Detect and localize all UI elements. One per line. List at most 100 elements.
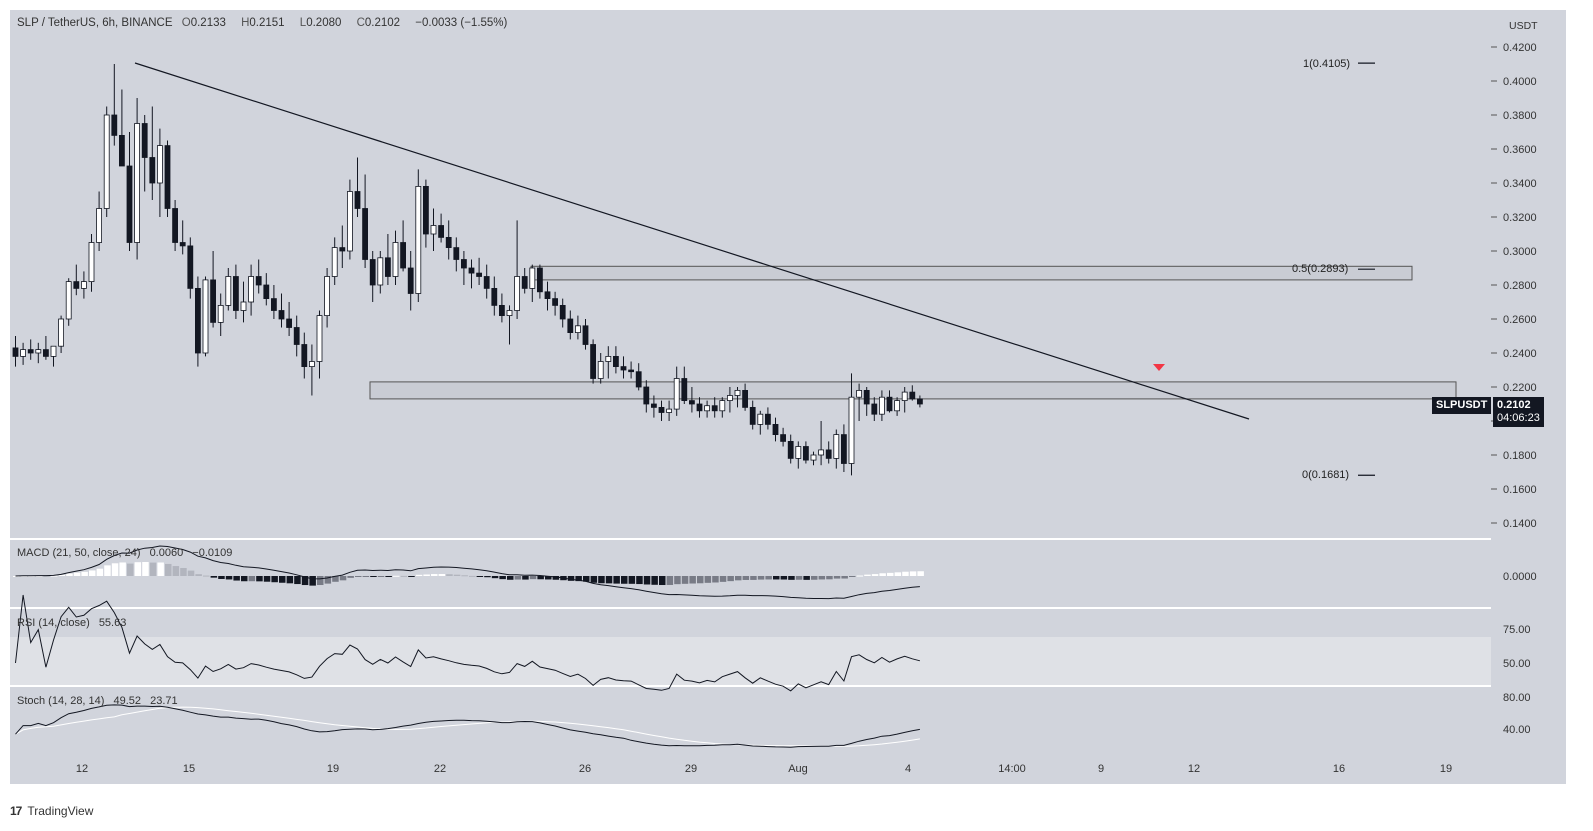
brand-name: TradingView — [27, 804, 94, 818]
macd-bar — [674, 576, 681, 585]
stoch-d-line — [15, 706, 920, 747]
macd-bar — [826, 576, 833, 580]
high-value: H0.2151 — [241, 17, 285, 29]
macd-bar — [666, 576, 674, 585]
candle — [103, 106, 110, 217]
macd-bar — [552, 576, 560, 580]
candle — [308, 344, 315, 396]
stoch-k-line — [15, 704, 920, 748]
macd-bar — [13, 576, 20, 577]
candle — [111, 64, 118, 146]
macd-bar — [849, 576, 856, 577]
macd-bar — [438, 573, 446, 576]
candle — [575, 315, 581, 340]
candle — [917, 395, 923, 408]
macd-bar — [522, 576, 529, 580]
candle — [324, 268, 331, 328]
macd-bar — [613, 576, 620, 584]
macd-bar — [735, 576, 742, 581]
macd-bar — [58, 574, 66, 576]
oscillator-axis: 0.0000 75.00 50.00 80.00 40.00 — [1503, 571, 1537, 736]
candle — [582, 319, 589, 350]
macd-bar — [605, 576, 613, 584]
candle — [438, 213, 445, 243]
macd-bar — [317, 576, 324, 586]
candle — [749, 400, 756, 430]
candle — [407, 251, 414, 311]
candle — [673, 366, 680, 416]
macd-bar — [339, 576, 347, 581]
candle — [255, 259, 262, 294]
candle — [12, 336, 19, 367]
candle — [559, 298, 566, 328]
candle — [901, 387, 908, 413]
candle — [194, 276, 201, 367]
candle — [635, 363, 642, 391]
macd-bar — [712, 576, 719, 583]
time-tick-label: 22 — [434, 763, 446, 775]
last-price: 0.2102 — [1497, 399, 1531, 411]
footer-brand[interactable]: 17 TradingView — [10, 804, 93, 818]
macd-bar — [104, 565, 111, 576]
candle — [506, 305, 513, 345]
time-tick-label: 4 — [905, 763, 911, 775]
candle — [658, 400, 665, 421]
macd-bar — [362, 576, 370, 577]
candle — [27, 339, 34, 360]
macd-bar — [279, 576, 286, 583]
macd-bar — [514, 576, 522, 580]
open-value: O0.2133 — [181, 17, 226, 29]
fib-label-0: 0(0.1681) — [1302, 469, 1350, 481]
candle — [483, 264, 490, 299]
candle — [445, 220, 452, 260]
candle — [126, 132, 133, 251]
candle — [149, 106, 156, 200]
macd-bar — [628, 576, 636, 584]
rsi-label: RSI (14, close) 55.63 — [17, 617, 127, 629]
time-tick-label: 16 — [1333, 763, 1345, 775]
candle — [825, 441, 832, 464]
macd-bar — [89, 570, 96, 576]
candle — [460, 251, 467, 285]
candle — [354, 157, 361, 217]
candle — [248, 264, 255, 316]
macd-bar — [719, 576, 727, 582]
candle — [278, 293, 285, 328]
price-tick-label: 0.1400 — [1503, 518, 1537, 530]
macd-bar — [469, 575, 476, 577]
candle — [35, 342, 42, 364]
price-tick-label: 0.3400 — [1503, 178, 1537, 190]
macd-line — [15, 545, 920, 600]
candle — [787, 434, 794, 464]
macd-bar — [689, 576, 696, 584]
macd-bar — [408, 576, 415, 577]
macd-bar — [271, 576, 278, 583]
candle — [567, 310, 574, 340]
candle — [369, 251, 376, 302]
macd-bar — [902, 571, 909, 576]
time-tick-label: 12 — [1188, 763, 1200, 775]
macd-bar — [803, 576, 810, 580]
candle — [263, 273, 270, 306]
candle — [605, 346, 612, 379]
macd-bar — [887, 572, 894, 576]
time-tick-label: 14:00 — [998, 763, 1026, 775]
macd-bar — [347, 576, 354, 578]
candle — [339, 225, 346, 268]
candle — [727, 387, 733, 413]
macd-bar — [149, 562, 157, 576]
candle — [316, 310, 323, 379]
macd-bar — [757, 576, 765, 580]
candle — [772, 417, 779, 442]
macd-bar — [909, 571, 917, 576]
candle — [521, 268, 528, 294]
time-tick-label: 19 — [327, 763, 339, 775]
oscillator-tick-label: 75.00 — [1503, 624, 1531, 636]
macd-bar — [127, 563, 134, 576]
macd-bar — [256, 576, 263, 582]
macd-bar — [142, 562, 149, 576]
candle — [453, 237, 460, 272]
macd-bar — [742, 576, 750, 580]
candle — [803, 441, 809, 464]
